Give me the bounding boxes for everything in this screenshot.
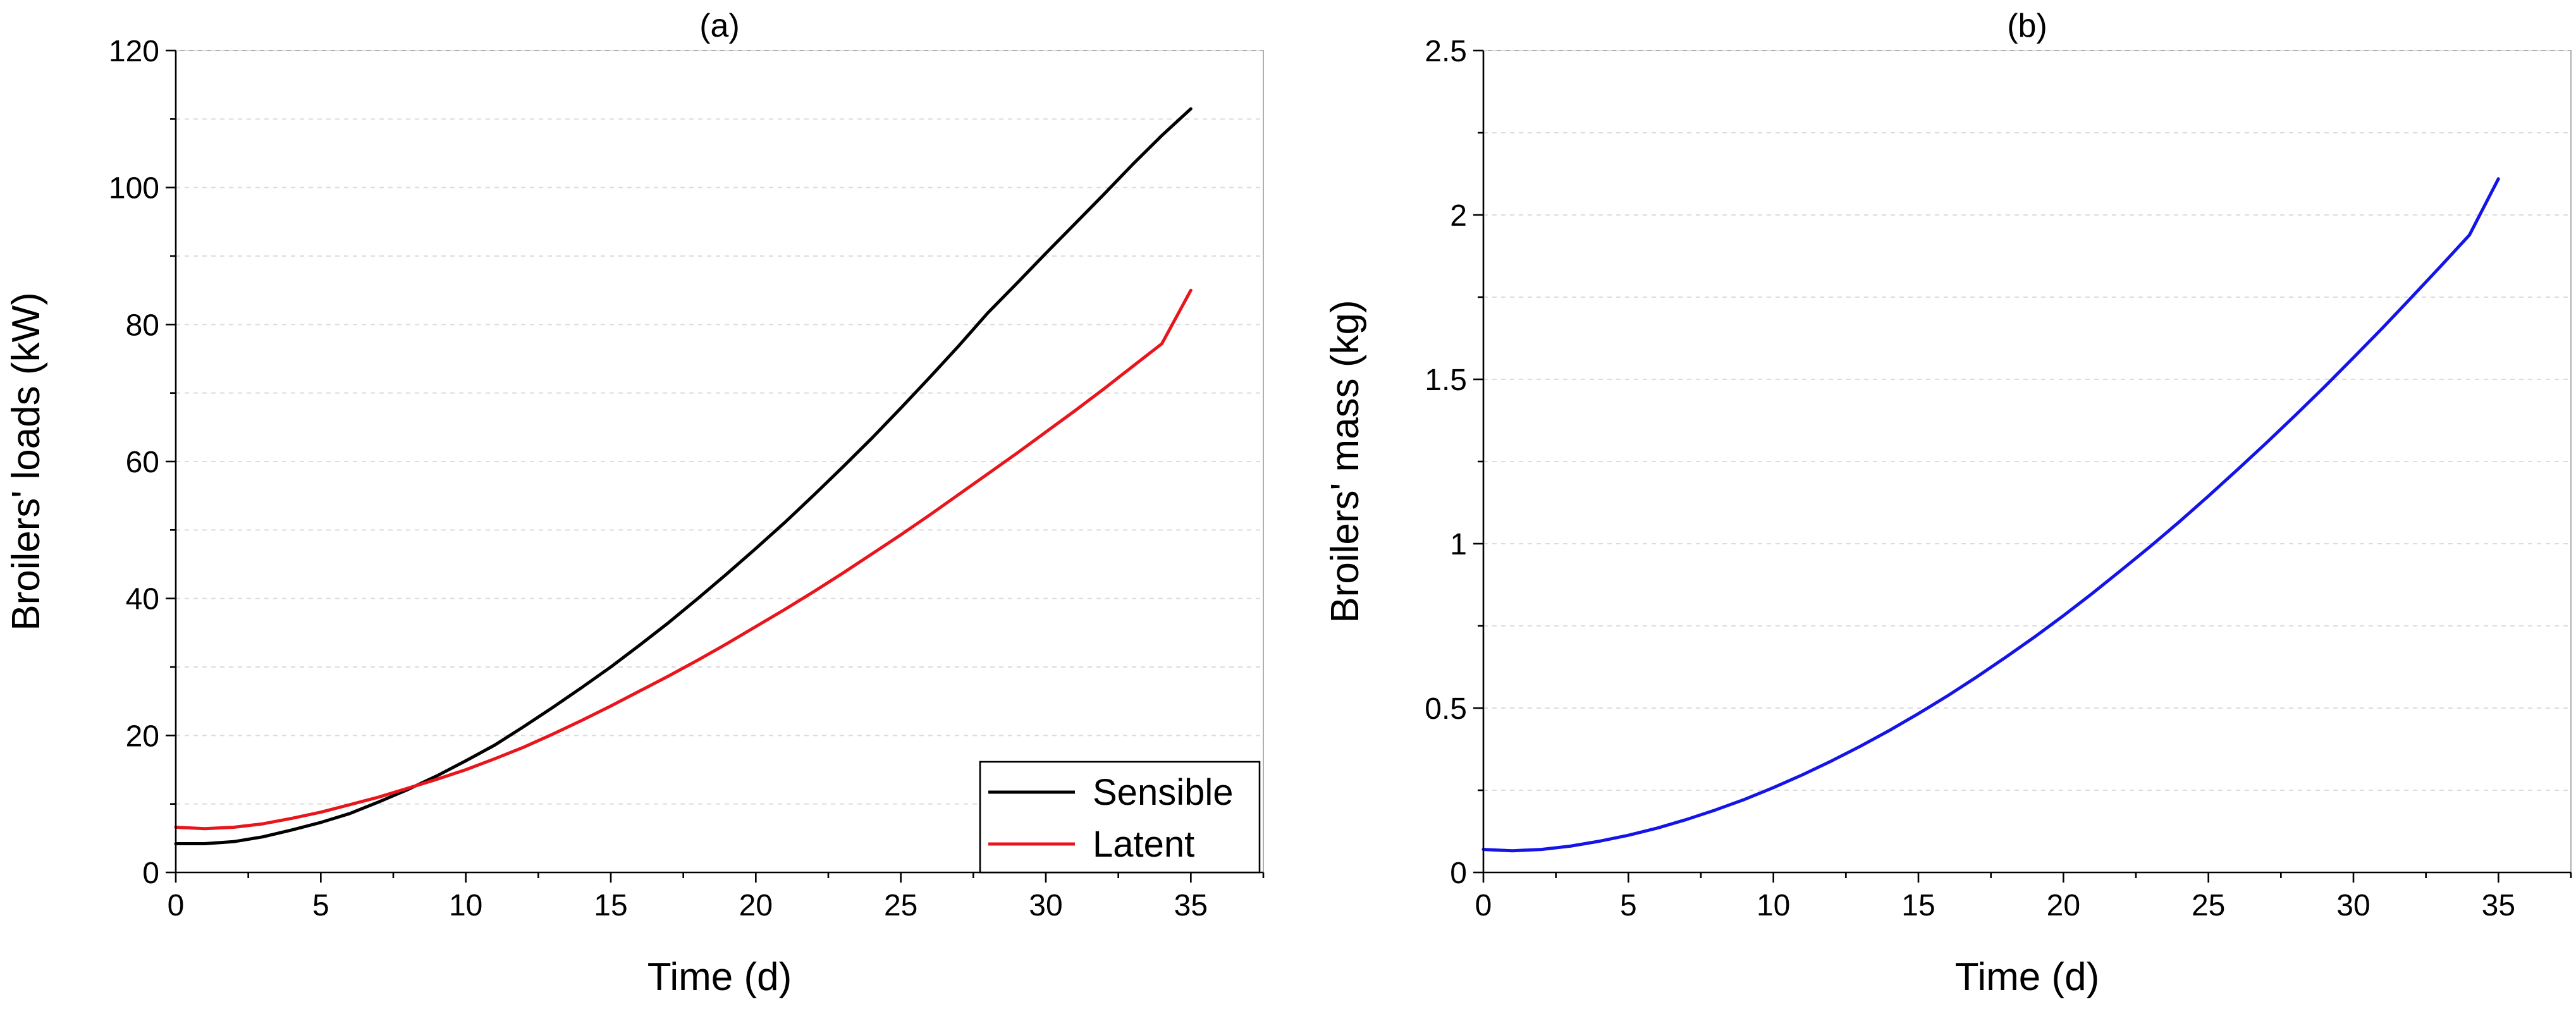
series-line-sensible xyxy=(174,107,1193,845)
x-ticks-a: 0 5 10 15 20 25 30 35 xyxy=(168,872,1265,922)
y-tick-label: 0 xyxy=(142,857,159,890)
y-ticks-b: 0 0.5 1 1.5 2 2.5 xyxy=(1425,35,1483,890)
x-tick-label: 0 xyxy=(1475,889,1492,922)
y-tick-label: 1.5 xyxy=(1425,364,1467,397)
x-tick-label: 0 xyxy=(168,889,185,922)
x-tick-label: 30 xyxy=(1029,889,1062,922)
legend: Sensible Latent xyxy=(979,761,1261,874)
panel-b: 0 5 10 15 20 25 30 35 0 0.5 1 1.5 2 2.5 (b) Time (d)… xyxy=(1323,8,2572,999)
series-group-b xyxy=(1481,177,2500,853)
series-line-latent xyxy=(174,288,1193,831)
y-tick-label: 20 xyxy=(126,719,159,753)
y-tick-label: 2.5 xyxy=(1425,35,1467,68)
y-tick-label: 120 xyxy=(109,35,159,68)
x-axis-label-b: Time (d) xyxy=(1955,955,2099,999)
x-axis-label-a: Time (d) xyxy=(647,955,792,999)
y-tick-label: 2 xyxy=(1450,199,1467,233)
x-tick-label: 10 xyxy=(1757,889,1790,922)
legend-label-sensible: Sensible xyxy=(1093,772,1233,813)
x-tick-label: 35 xyxy=(1174,889,1208,922)
y-tick-label: 1 xyxy=(1450,528,1467,561)
x-tick-label: 20 xyxy=(2047,889,2080,922)
series-line-broilers-mass xyxy=(1481,177,2500,853)
x-tick-label: 35 xyxy=(2482,889,2515,922)
chart-title-b: (b) xyxy=(2007,8,2047,44)
x-tick-label: 5 xyxy=(1620,889,1637,922)
x-tick-label: 15 xyxy=(594,889,627,922)
chart-title-a: (a) xyxy=(699,8,740,44)
y-tick-label: 0 xyxy=(1450,857,1467,890)
x-tick-label: 30 xyxy=(2336,889,2370,922)
grid-a xyxy=(176,50,1263,805)
panel-a: 0 5 10 15 20 25 30 35 0 20 40 60 80 100 120 (a) Time … xyxy=(4,8,1265,999)
legend-box xyxy=(979,761,1261,874)
x-tick-label: 5 xyxy=(312,889,329,922)
y-tick-label: 60 xyxy=(126,446,159,479)
y-ticks-a: 0 20 40 60 80 100 120 xyxy=(109,35,176,890)
y-tick-label: 0.5 xyxy=(1425,692,1467,726)
y-tick-label: 80 xyxy=(126,309,159,342)
x-tick-label: 20 xyxy=(739,889,773,922)
y-axis-label-b: Broilers' mass (kg) xyxy=(1323,300,1367,623)
grid-b xyxy=(1483,50,2571,791)
y-axis-label-a: Broilers' loads (kW) xyxy=(4,292,48,630)
x-ticks-b: 0 5 10 15 20 25 30 35 xyxy=(1475,872,2572,922)
x-tick-label: 10 xyxy=(449,889,482,922)
legend-label-latent: Latent xyxy=(1093,824,1194,865)
y-tick-label: 40 xyxy=(126,583,159,616)
x-tick-label: 15 xyxy=(1901,889,1935,922)
y-tick-label: 100 xyxy=(109,172,159,205)
x-tick-label: 25 xyxy=(2192,889,2225,922)
series-group-a xyxy=(174,107,1193,845)
x-tick-label: 25 xyxy=(884,889,917,922)
